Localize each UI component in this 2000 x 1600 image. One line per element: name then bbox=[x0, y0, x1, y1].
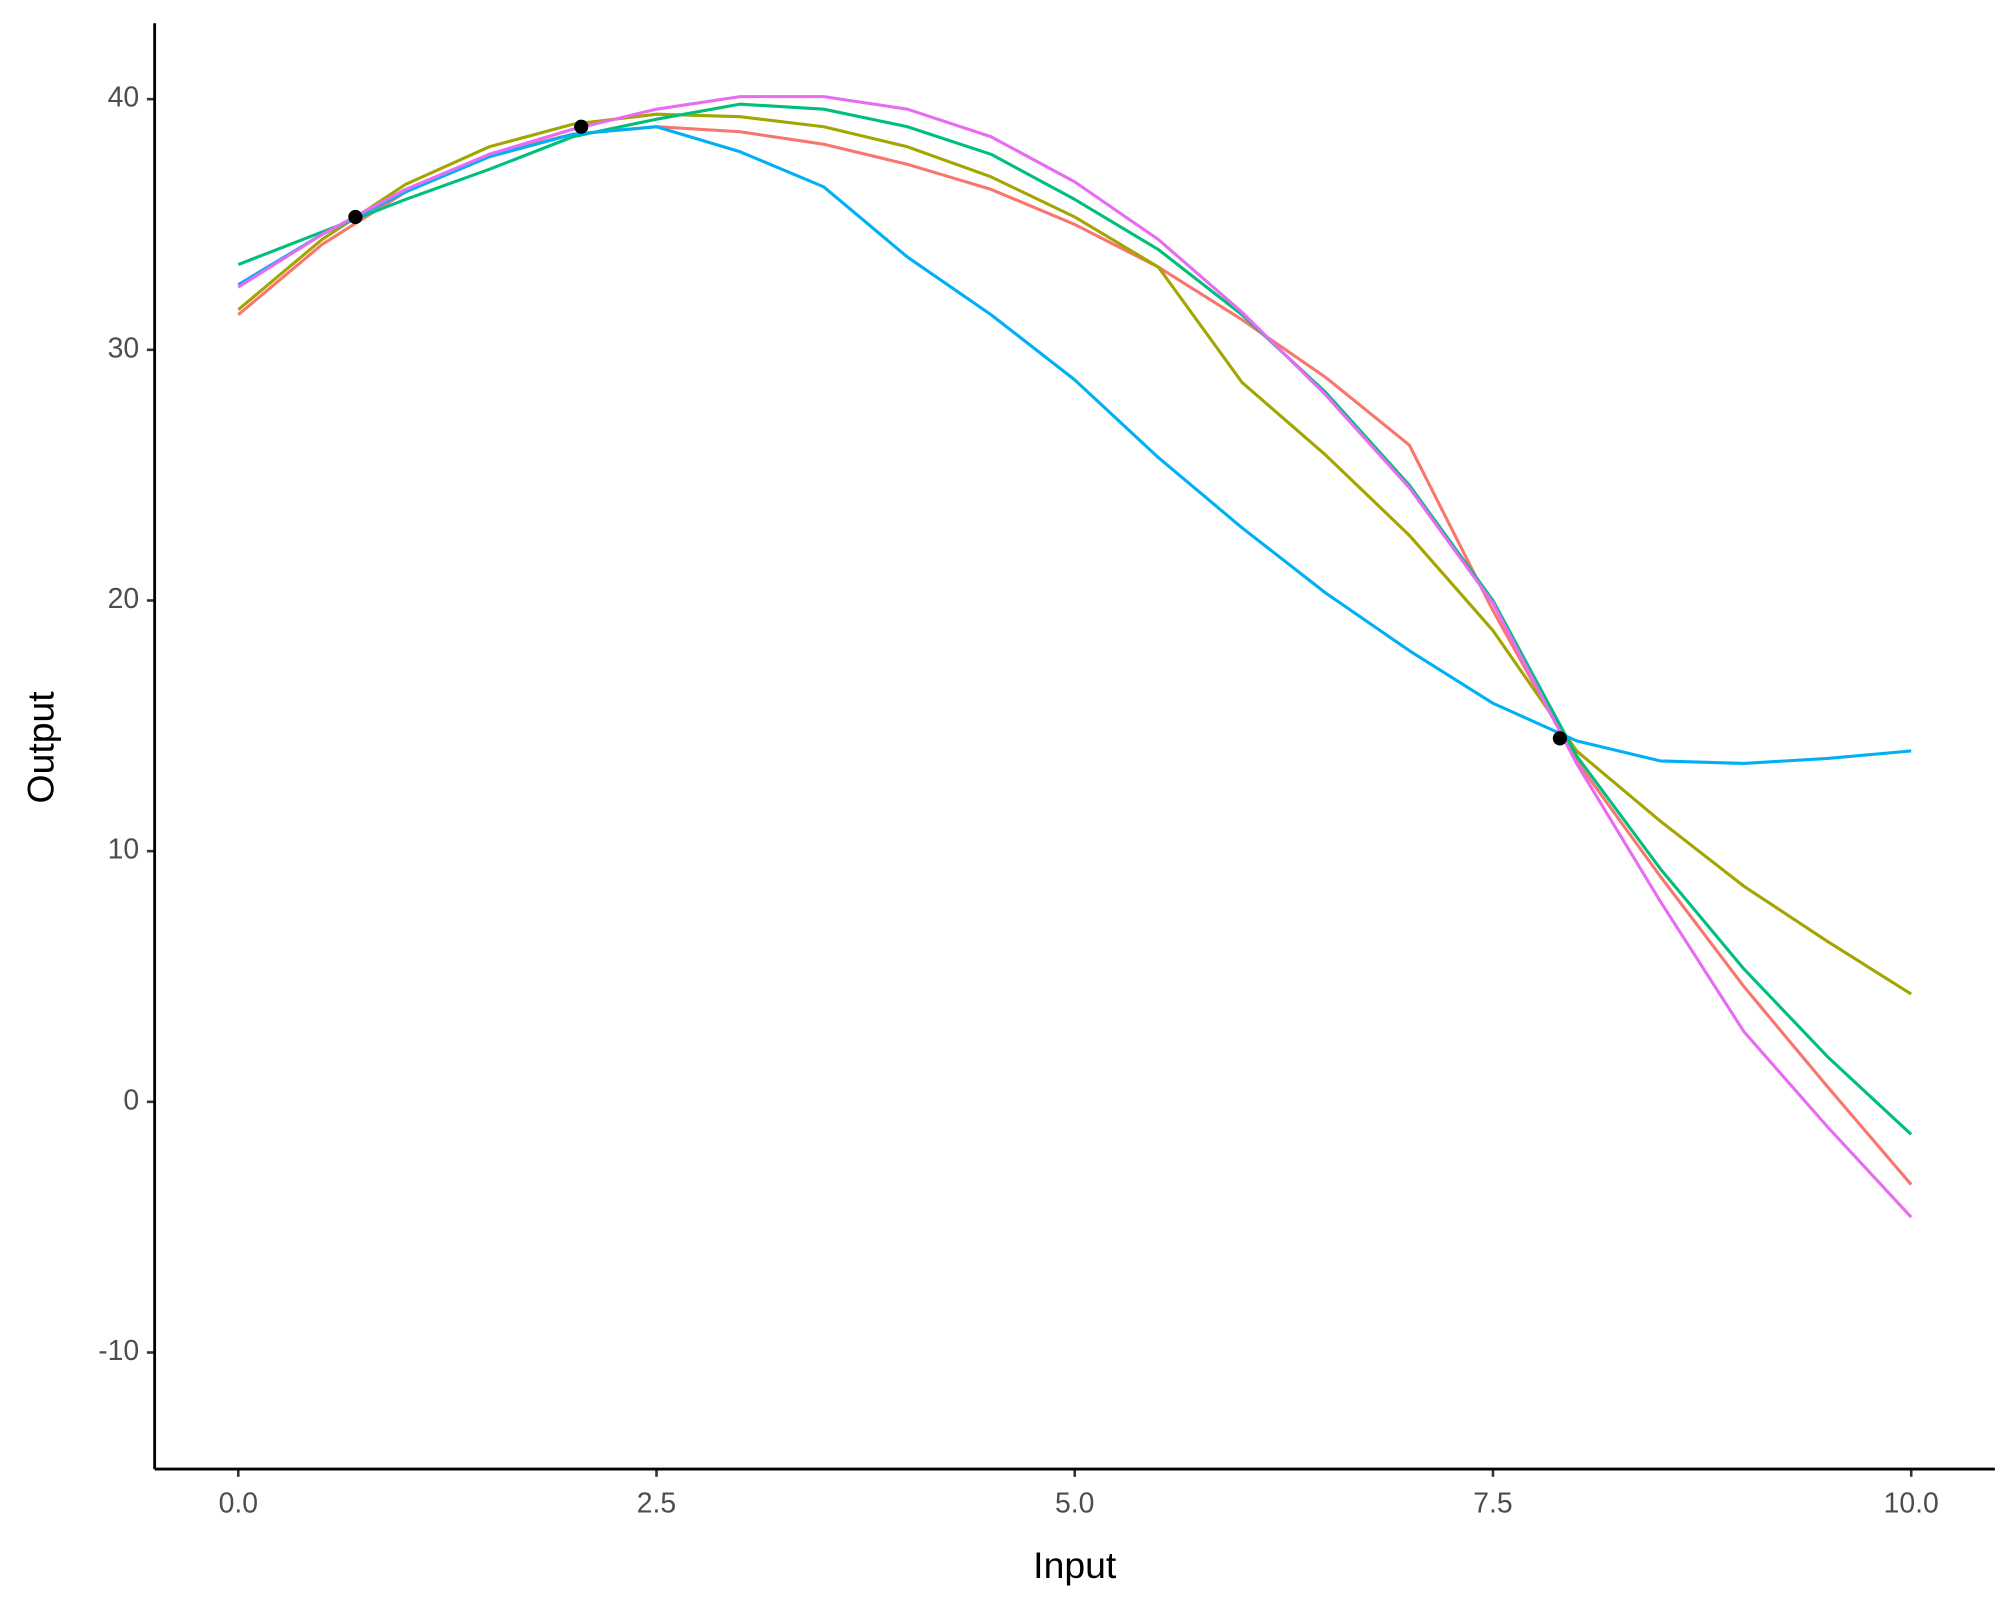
x-tick-label: 10.0 bbox=[1884, 1488, 1939, 1520]
y-tick-label: 0 bbox=[123, 1084, 139, 1116]
series-line bbox=[237, 125, 1912, 765]
x-tick-label: 2.5 bbox=[637, 1488, 676, 1520]
x-tick-label: 5.0 bbox=[1055, 1488, 1094, 1520]
series-line bbox=[237, 125, 1913, 1186]
series-line bbox=[237, 95, 1913, 1219]
y-tick-label: 30 bbox=[108, 332, 140, 364]
series-line bbox=[237, 112, 1913, 996]
x-axis-title: Input bbox=[1033, 1544, 1117, 1586]
series-line bbox=[237, 102, 1913, 1136]
y-tick-label: 40 bbox=[108, 82, 140, 114]
y-axis-title: Output bbox=[20, 691, 62, 804]
data-point bbox=[574, 119, 589, 134]
x-tick-label: 7.5 bbox=[1473, 1488, 1512, 1520]
x-tick-label: 0.0 bbox=[219, 1488, 258, 1520]
data-point bbox=[1552, 731, 1567, 746]
y-tick-label: 10 bbox=[108, 834, 140, 866]
y-tick-label: -10 bbox=[98, 1335, 139, 1367]
data-point bbox=[348, 209, 363, 225]
y-tick-label: 20 bbox=[108, 583, 140, 615]
